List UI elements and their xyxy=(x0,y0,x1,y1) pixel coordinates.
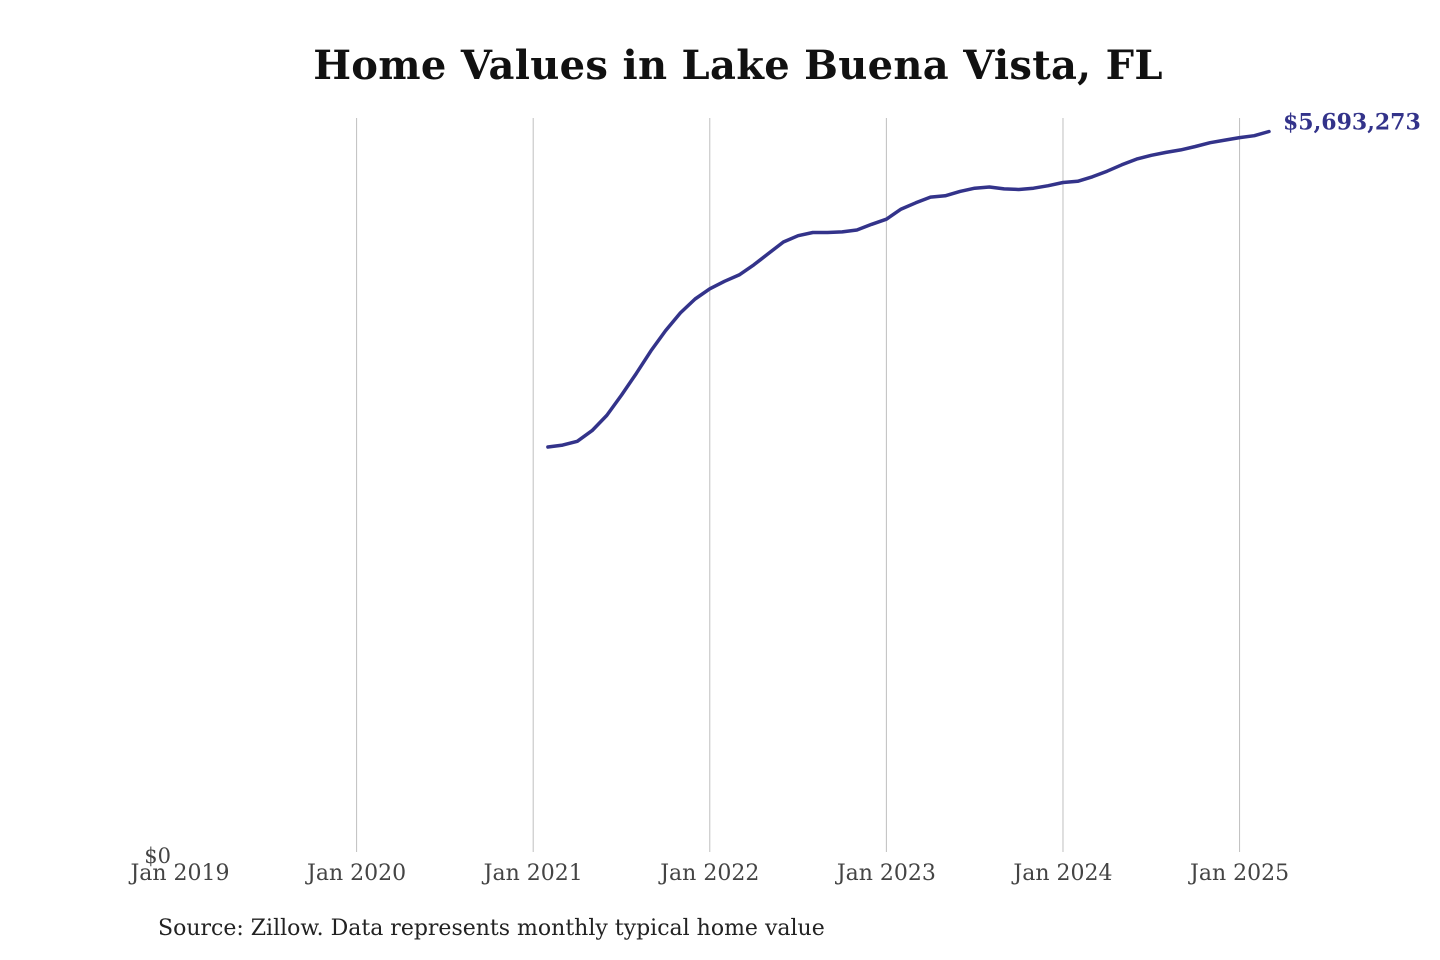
x-tick-label: Jan 2019 xyxy=(128,861,229,886)
chart-title: Home Values in Lake Buena Vista, FL xyxy=(313,42,1163,89)
source-note: Source: Zillow. Data represents monthly … xyxy=(158,916,825,941)
x-tick-label: Jan 2023 xyxy=(835,861,936,886)
series-line xyxy=(546,129,1271,449)
x-axis: Jan 2019 Jan 2020 Jan 2021 Jan 2022 Jan 2023… xyxy=(128,861,1289,886)
y-axis: $0 xyxy=(144,844,171,868)
end-value-label: $5,693,273 xyxy=(1283,110,1421,136)
series-layer xyxy=(546,129,1271,449)
y-tick-label: $0 xyxy=(144,844,171,868)
x-tick-label: Jan 2020 xyxy=(305,861,406,886)
x-tick-label: Jan 2024 xyxy=(1011,861,1112,886)
x-tick-label: Jan 2021 xyxy=(482,861,583,886)
x-tick-label: Jan 2022 xyxy=(658,861,759,886)
x-tick-label: Jan 2025 xyxy=(1188,861,1289,886)
grid-lines xyxy=(356,118,1241,852)
